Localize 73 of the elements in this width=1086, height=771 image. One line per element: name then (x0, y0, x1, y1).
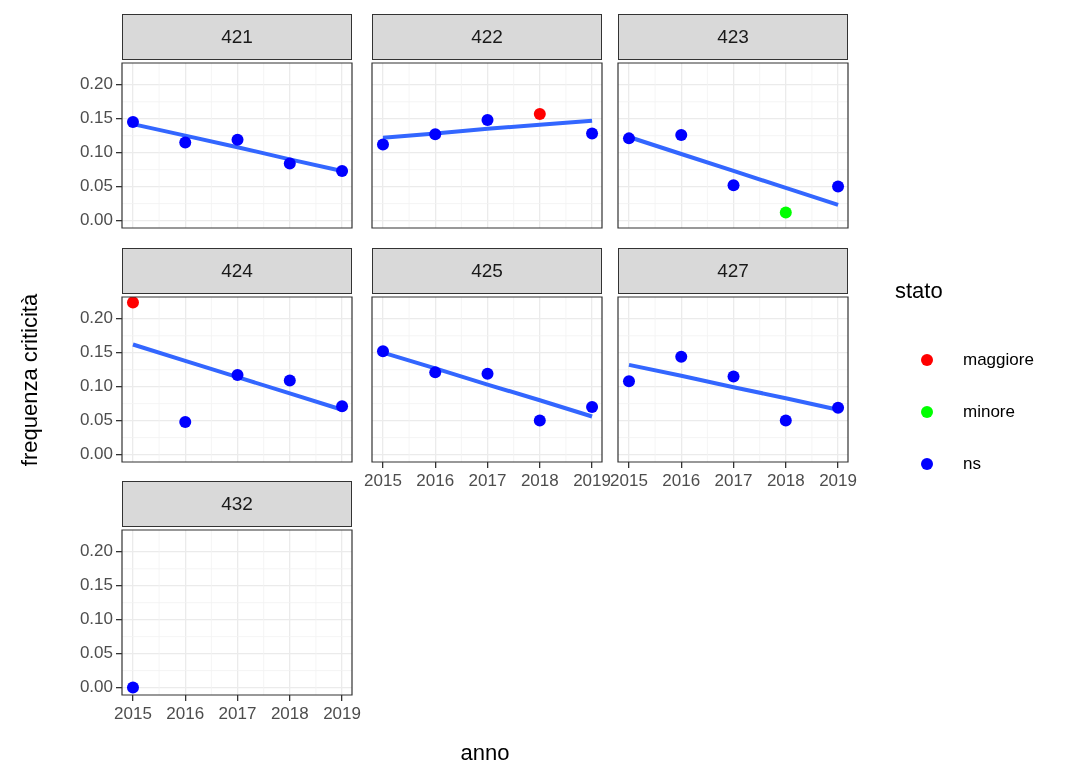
point (533, 107, 546, 120)
x-tick-label: 2018 (766, 470, 805, 490)
point (586, 401, 599, 413)
y-tick-label: 0.15 (79, 575, 113, 595)
y-tick-label: 0.20 (79, 308, 113, 328)
x-tick-label: 2017 (714, 470, 753, 490)
chart-title: 422 (372, 14, 602, 60)
point (376, 345, 389, 358)
x-tick-label: 2015 (114, 703, 152, 723)
point (675, 350, 688, 363)
x-tick-label: 2018 (270, 703, 309, 723)
point (779, 206, 792, 219)
legend-label: maggiore (963, 350, 1034, 370)
chart-title: 432 (122, 481, 352, 527)
y-tick-label: 0.10 (79, 376, 113, 396)
y-tick-label: 0.20 (79, 541, 113, 561)
point (832, 401, 845, 414)
point (622, 132, 635, 145)
point (179, 136, 192, 149)
x-tick-label: 2019 (323, 703, 361, 723)
point (126, 116, 139, 129)
legend-title: stato (895, 278, 944, 304)
x-tick-label: 2017 (468, 470, 507, 490)
x-tick-label: 2015 (364, 470, 402, 490)
y-tick-label: 0.10 (79, 142, 113, 162)
point (533, 414, 546, 427)
x-tick-label: 2015 (610, 470, 648, 490)
y-tick-label: 0.00 (79, 210, 113, 230)
point (231, 133, 244, 146)
x-tick-label: 2019 (819, 470, 857, 490)
chart-title: 423 (618, 14, 848, 60)
point (481, 114, 494, 127)
y-axis-title: frequenza criticità (17, 293, 43, 467)
x-tick-label: 2017 (218, 703, 257, 723)
point (283, 374, 296, 387)
point (622, 375, 635, 388)
legend-label: ns (963, 454, 981, 474)
y-tick-label: 0.05 (79, 643, 113, 663)
chart-title: 425 (372, 248, 602, 294)
point (179, 415, 192, 428)
chart-title: 424 (122, 248, 352, 294)
point (727, 179, 740, 192)
x-tick-label: 2016 (416, 470, 455, 490)
point (336, 400, 349, 413)
point (376, 138, 389, 151)
point (727, 370, 740, 383)
point (429, 366, 442, 379)
point (126, 297, 139, 309)
x-tick-label: 2016 (166, 703, 205, 723)
y-tick-label: 0.00 (79, 444, 113, 464)
chart-title: 421 (122, 14, 352, 60)
y-tick-label: 0.05 (79, 410, 113, 430)
point (779, 414, 792, 427)
y-tick-label: 0.05 (79, 176, 113, 196)
x-axis-title: anno (459, 740, 511, 766)
point (429, 128, 442, 141)
x-tick-label: 2019 (573, 470, 611, 490)
y-tick-label: 0.10 (79, 609, 113, 629)
legend-label: minore (963, 402, 1015, 422)
x-tick-label: 2018 (520, 470, 559, 490)
point (481, 367, 494, 380)
x-tick-label: 2016 (662, 470, 701, 490)
point (283, 157, 296, 170)
y-tick-label: 0.15 (79, 108, 113, 128)
y-tick-label: 0.00 (79, 677, 113, 697)
point (586, 127, 599, 140)
y-tick-label: 0.20 (79, 74, 113, 94)
point (832, 180, 845, 193)
chart-title: 427 (618, 248, 848, 294)
point (336, 164, 349, 177)
y-tick-label: 0.15 (79, 342, 113, 362)
point (231, 369, 244, 382)
point (675, 128, 688, 141)
